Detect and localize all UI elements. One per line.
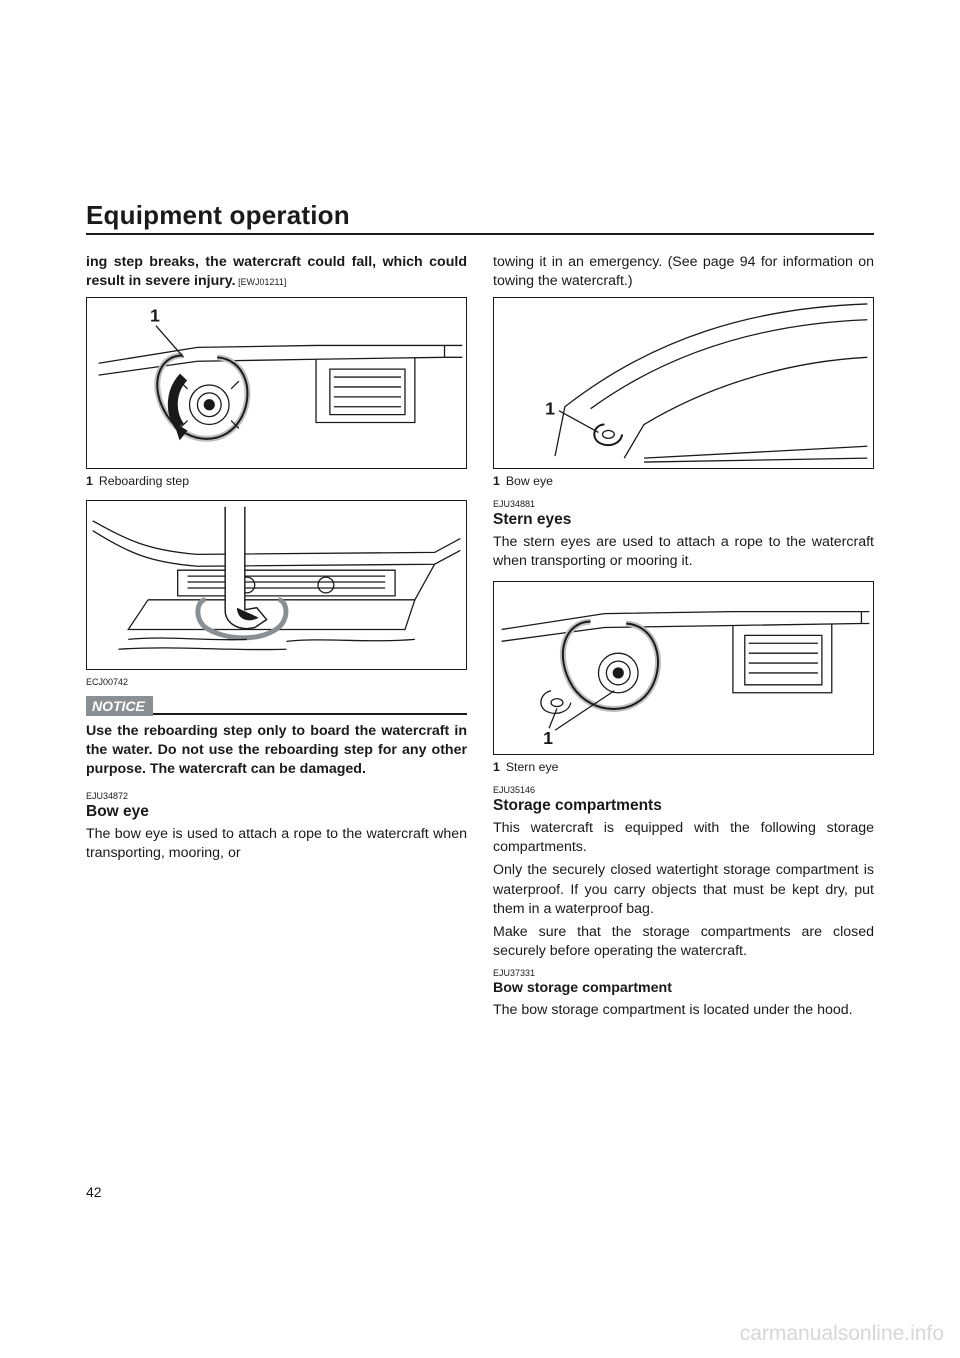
bow-storage-heading: Bow storage compartment xyxy=(493,979,874,998)
bow-storage-text: The bow storage compartment is located u… xyxy=(493,1001,874,1020)
page-number: 42 xyxy=(86,1184,102,1200)
storage-p1: This watercraft is equipped with the fol… xyxy=(493,819,874,857)
notice-text: Use the reboarding step only to board th… xyxy=(86,722,467,780)
page-title: Equipment operation xyxy=(86,200,874,231)
notice-underline xyxy=(153,713,467,715)
notice-doc-id: ECJ00742 xyxy=(86,676,467,688)
callout-1: 1 xyxy=(150,306,160,326)
towing-text: towing it in an emergency. (See page 94 … xyxy=(493,253,874,291)
left-column: ing step breaks, the watercraft could fa… xyxy=(86,253,467,1022)
bow-eye-doc-id: EJU34872 xyxy=(86,790,467,802)
right-column: towing it in an emergency. (See page 94 … xyxy=(493,253,874,1022)
storage-heading: Storage compartments xyxy=(493,796,874,817)
callout-1-boweye: 1 xyxy=(545,399,555,419)
warning-continuation: ing step breaks, the watercraft could fa… xyxy=(86,253,467,291)
figure3-caption-text: Bow eye xyxy=(506,474,553,488)
notice-header: NOTICE xyxy=(86,696,467,716)
stern-heading: Stern eyes xyxy=(493,510,874,531)
storage-p3: Make sure that the storage compartments … xyxy=(493,923,874,961)
stern-text: The stern eyes are used to attach a rope… xyxy=(493,533,874,571)
page-title-row: Equipment operation xyxy=(86,200,874,235)
bow-eye-text: The bow eye is used to attach a rope to … xyxy=(86,825,467,863)
figure3-caption: 1 Bow eye xyxy=(493,473,874,490)
storage-p2: Only the securely closed watertight stor… xyxy=(493,861,874,919)
boarding-leg-svg xyxy=(87,501,466,669)
bow-eye-heading: Bow eye xyxy=(86,802,467,823)
figure4-caption-num: 1 xyxy=(493,760,500,774)
bow-storage-doc-id: EJU37331 xyxy=(493,967,874,979)
reboarding-step-svg: 1 xyxy=(87,298,466,468)
figure-bow-eye: 1 xyxy=(493,297,874,469)
figure-boarding-leg xyxy=(86,500,467,670)
figure4-caption-text: Stern eye xyxy=(506,760,559,774)
figure3-caption-num: 1 xyxy=(493,474,500,488)
two-column-layout: ing step breaks, the watercraft could fa… xyxy=(86,253,874,1022)
stern-eye-svg: 1 xyxy=(494,582,873,754)
bow-eye-svg: 1 xyxy=(494,298,873,468)
watermark: carmanualsonline.info xyxy=(740,1322,944,1346)
callout-1-sterneye: 1 xyxy=(543,728,553,748)
figure1-caption: 1 Reboarding step xyxy=(86,473,467,490)
figure4-caption: 1 Stern eye xyxy=(493,759,874,776)
notice-badge: NOTICE xyxy=(86,696,153,716)
figure-reboarding-step: 1 xyxy=(86,297,467,469)
figure-stern-eye: 1 xyxy=(493,581,874,755)
warning-code: [EWJ01211] xyxy=(236,277,287,287)
stern-doc-id: EJU34881 xyxy=(493,498,874,510)
figure1-caption-num: 1 xyxy=(86,474,93,488)
storage-doc-id: EJU35146 xyxy=(493,784,874,796)
manual-page: Equipment operation ing step breaks, the… xyxy=(0,0,960,1358)
figure1-caption-text: Reboarding step xyxy=(99,474,189,488)
